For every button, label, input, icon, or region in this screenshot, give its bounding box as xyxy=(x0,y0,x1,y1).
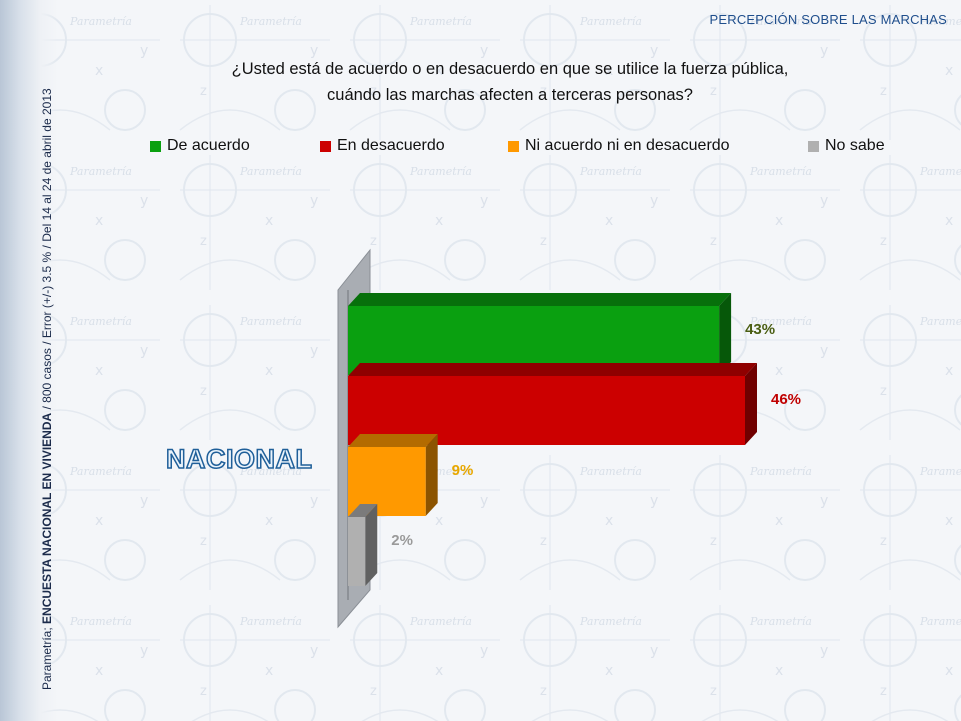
legend-item-en-desacuerdo: En desacuerdo xyxy=(320,137,445,155)
bar-top-face xyxy=(348,363,757,376)
bar-top-face xyxy=(348,434,438,447)
bar-side-face xyxy=(719,293,732,375)
bar-front-face xyxy=(348,517,366,586)
legend-swatch-de-acuerdo xyxy=(150,140,161,152)
legend-label: En desacuerdo xyxy=(337,137,445,154)
legend-label: No sabe xyxy=(825,137,885,154)
legend-item-ni-acuerdo: Ni acuerdo ni en desacuerdo xyxy=(508,137,730,155)
data-label-en-desacuerdo: 46% xyxy=(771,391,801,408)
left-decorative-strip xyxy=(0,0,58,721)
data-label-no-sabe: 2% xyxy=(391,532,413,549)
legend-item-no-sabe: No sabe xyxy=(808,137,885,155)
legend-swatch-en-desacuerdo xyxy=(320,140,331,152)
legend-label: De acuerdo xyxy=(167,137,250,154)
bar-ni-acuerdo-ni-en-desacuerdo xyxy=(348,434,438,516)
category-label: NACIONAL xyxy=(165,443,313,475)
data-label-de-acuerdo: 43% xyxy=(745,321,775,338)
legend-item-de-acuerdo: De acuerdo xyxy=(150,137,250,155)
bar-side-face xyxy=(745,363,757,445)
data-label-ni-acuerdo-ni-en-desacuerdo: 9% xyxy=(452,462,474,479)
bar-side-face xyxy=(425,434,438,516)
legend-swatch-ni-acuerdo xyxy=(508,140,519,152)
bar-front-face xyxy=(348,376,745,445)
question-line-1: ¿Usted está de acuerdo o en desacuerdo e… xyxy=(231,60,789,78)
bar-de-acuerdo xyxy=(348,293,732,375)
bar-top-face xyxy=(348,293,732,306)
bar-en-desacuerdo xyxy=(348,363,757,445)
legend-swatch-no-sabe xyxy=(808,140,819,152)
legend-label: Ni acuerdo ni en desacuerdo xyxy=(525,137,730,154)
bar-no-sabe xyxy=(348,504,378,586)
bar-side-face xyxy=(365,504,378,586)
bar-top-face xyxy=(348,504,378,517)
section-title: PERCEPCIÓN SOBRE LAS MARCHAS xyxy=(709,12,947,27)
question-line-2: cuándo las marchas afecten a terceras pe… xyxy=(327,86,693,104)
